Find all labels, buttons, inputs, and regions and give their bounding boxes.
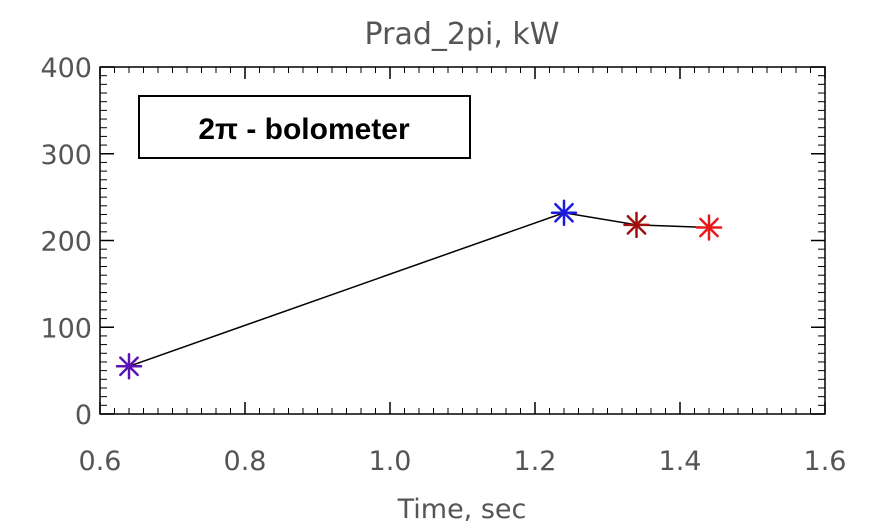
data-point-marker bbox=[623, 211, 650, 239]
series bbox=[115, 199, 723, 380]
data-point-marker bbox=[115, 353, 143, 380]
data-point-marker bbox=[695, 214, 723, 241]
data-point-marker bbox=[550, 199, 578, 226]
marker-stroke bbox=[626, 214, 647, 235]
y-tick-label: 0 bbox=[75, 400, 92, 431]
chart-title: Prad_2pi, kW bbox=[365, 17, 560, 52]
y-tick-label: 200 bbox=[40, 227, 92, 258]
x-tick-label: 1.2 bbox=[514, 446, 557, 477]
marker-stroke bbox=[554, 202, 574, 223]
marker-stroke bbox=[699, 217, 719, 238]
y-tick-labels: 0 100 200 300 400 bbox=[40, 53, 92, 431]
x-tick-label: 1.6 bbox=[804, 446, 847, 477]
annotation-box-frame bbox=[138, 95, 471, 159]
x-tick-labels: 0.6 0.8 1.0 1.2 1.4 1.6 bbox=[79, 446, 847, 477]
y-tick-label: 300 bbox=[40, 140, 92, 171]
annotation-text: 2π - bolometer bbox=[198, 113, 410, 146]
x-tick-label: 1.4 bbox=[659, 446, 702, 477]
y-tick-label: 100 bbox=[40, 313, 92, 344]
plot-frame bbox=[99, 66, 826, 415]
x-axis-label: Time, sec bbox=[397, 494, 527, 525]
y-tick-label: 400 bbox=[40, 53, 92, 84]
marker-stroke bbox=[119, 356, 139, 377]
annotation-box: 2π - bolometer bbox=[138, 95, 471, 159]
x-tick-label: 0.8 bbox=[224, 446, 267, 477]
series-line bbox=[128, 211, 710, 367]
x-tick-label: 0.6 bbox=[79, 446, 122, 477]
x-tick-label: 1.0 bbox=[369, 446, 412, 477]
